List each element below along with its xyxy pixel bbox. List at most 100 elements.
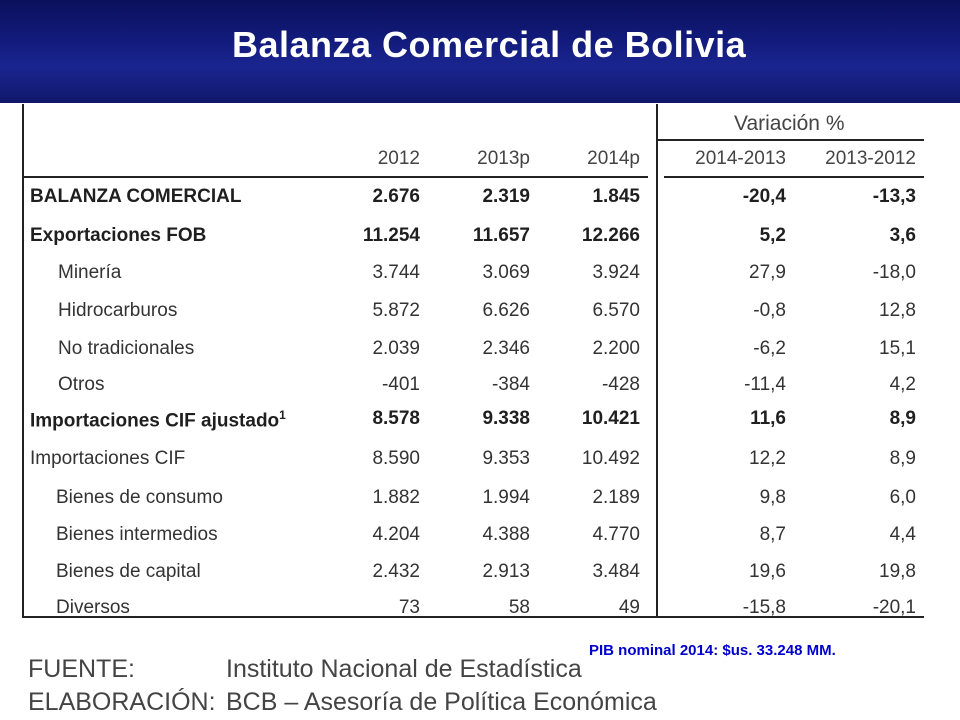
elaboracion-value: BCB – Asesoría de Política Económica [226,688,657,716]
variation-cell: -15,8 [742,597,786,618]
row-label: Diversos [56,597,130,619]
value-cell: 8.590 [372,448,420,469]
variation-cell: -20,4 [742,186,786,207]
value-cell: -384 [491,374,530,395]
row-label: BALANZA COMERCIAL [30,186,241,208]
value-cell: -401 [381,374,420,395]
header-separator-left [22,176,648,178]
value-cell: 8.578 [372,408,420,429]
variation-header: Variación % [734,112,845,135]
variation-cell: -18,0 [872,262,916,283]
value-cell: 3.069 [482,262,530,283]
variation-cell: 12,8 [879,300,916,321]
variation-cell: 4,4 [889,524,916,545]
variation-cell: 4,2 [889,374,916,395]
value-cell: 10.421 [581,408,640,429]
value-cell: 11.657 [472,225,530,246]
variation-cell: 3,6 [889,225,916,246]
value-cell: 2.346 [482,338,530,359]
variation-cell: -13,3 [872,186,916,207]
row-label-text: BALANZA COMERCIAL [30,186,242,207]
value-cell: 1.882 [372,487,420,508]
value-cell: 12.266 [581,225,640,246]
variation-cell: 6,0 [889,487,916,508]
value-cell: 1.994 [482,487,530,508]
column-header-2014p: 2014p [587,148,640,169]
variation-cell: 11,6 [750,408,786,429]
variation-cell: 9,8 [759,487,786,508]
header-banner [0,0,960,103]
value-cell: 1.845 [592,186,640,207]
header-separator-right [664,176,924,178]
row-label: Bienes de capital [56,561,201,583]
row-label-text: Bienes de capital [56,561,201,582]
column-header-var-2014-2013: 2014-2013 [695,148,786,169]
row-label: Minería [58,262,121,284]
variation-cell: 5,2 [759,225,786,246]
variation-cell: 12,2 [749,448,786,469]
row-label-text: Importaciones CIF ajustado [30,410,280,432]
variation-cell: 15,1 [879,338,916,359]
row-label: Hidrocarburos [58,300,177,322]
row-label-text: Bienes intermedios [56,524,218,545]
value-cell: 3.924 [592,262,640,283]
row-label-text: No tradicionales [58,338,195,359]
row-label: Exportaciones FOB [30,225,206,247]
value-cell: 9.338 [482,408,530,429]
value-cell: 4.388 [482,524,530,545]
column-header-2012: 2012 [377,148,420,169]
row-label-text: Bienes de consumo [56,487,223,508]
fuente-value: Instituto Nacional de Estadística [226,655,582,683]
variation-cell: 27,9 [749,262,786,283]
table-bottom-border [22,616,924,618]
row-label: No tradicionales [58,338,194,360]
variation-cell: 19,8 [879,561,916,582]
value-cell: 3.484 [592,561,640,582]
row-label-text: Diversos [56,597,130,618]
value-cell: 2.200 [592,338,640,359]
row-label: Importaciones CIF ajustado1 [30,408,286,432]
value-cell: 2.319 [482,186,530,207]
value-cell: 4.770 [592,524,640,545]
row-label: Importaciones CIF [30,448,185,470]
row-label-text: Minería [58,262,122,283]
variation-cell: -20,1 [872,597,916,618]
variation-cell: 8,9 [889,408,916,429]
variation-cell: -0,8 [753,300,786,321]
value-cell: 49 [618,597,640,618]
elaboracion-label: ELABORACIÓN: [28,688,216,716]
row-label: Bienes intermedios [56,524,218,546]
variation-cell: 8,9 [889,448,916,469]
footnote-marker: 1 [279,408,286,422]
value-cell: 6.570 [592,300,640,321]
value-cell: 10.492 [581,448,640,469]
row-label: Otros [58,374,104,396]
row-label: Bienes de consumo [56,487,223,509]
variation-cell: -11,4 [744,374,786,395]
row-label-text: Otros [58,374,105,395]
pib-note: PIB nominal 2014: $us. 33.248 MM. [589,642,836,659]
value-cell: 5.872 [372,300,420,321]
table-left-border [22,104,24,616]
page-title: Balanza Comercial de Bolivia [232,24,747,65]
value-cell: 4.204 [372,524,420,545]
column-header-var-2013-2012: 2013-2012 [825,148,916,169]
value-cell: 58 [508,597,530,618]
value-cell: 2.432 [372,561,420,582]
value-cell: 2.039 [372,338,420,359]
value-cell: 3.744 [372,262,420,283]
value-cell: 9.353 [482,448,530,469]
value-cell: 2.913 [482,561,530,582]
variation-cell: 8,7 [759,524,786,545]
row-label-text: Importaciones CIF [30,448,186,469]
row-label-text: Hidrocarburos [58,300,178,321]
column-header-2013p: 2013p [477,148,530,169]
value-cell: 6.626 [482,300,530,321]
value-cell: 2.189 [592,487,640,508]
fuente-label: FUENTE: [28,655,135,683]
value-cell: -428 [601,374,640,395]
variation-header-line [656,139,924,141]
value-cell: 11.254 [362,225,420,246]
variation-cell: 19,6 [749,561,786,582]
variation-left-border [656,104,658,616]
